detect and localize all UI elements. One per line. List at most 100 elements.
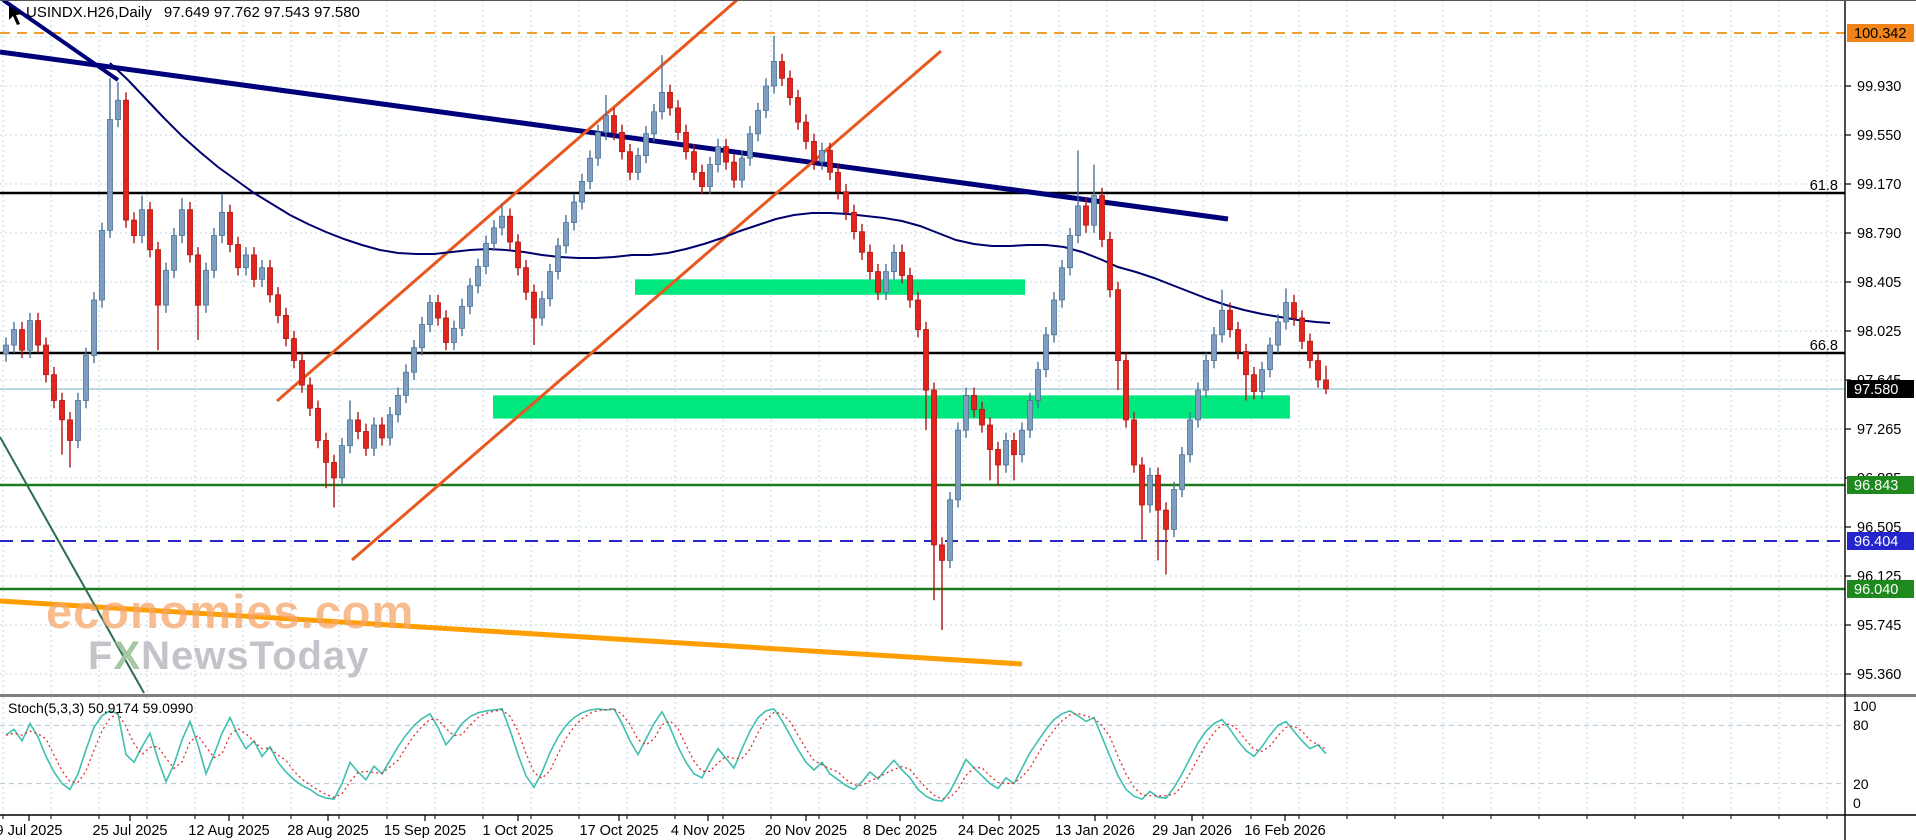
date-label: 20 Nov 2025 — [765, 823, 847, 839]
candle-body — [523, 267, 529, 293]
date-label: 16 Feb 2026 — [1244, 823, 1325, 839]
price-tick-label: 95.360 — [1857, 667, 1901, 683]
channel-up-right-line — [351, 49, 942, 562]
candle-body — [963, 394, 969, 431]
date-label: 8 Dec 2025 — [863, 823, 937, 839]
candle-body — [435, 302, 441, 319]
watermark-brand: economies.com — [46, 585, 415, 638]
candle-body — [899, 251, 905, 276]
candle-body — [283, 314, 289, 339]
candle-body — [1139, 464, 1145, 506]
price-tick-label: 99.170 — [1857, 177, 1901, 193]
candle-body — [1323, 379, 1329, 390]
candle-body — [947, 499, 953, 561]
candle-body — [1195, 389, 1201, 421]
candle-body — [995, 449, 1001, 466]
candle-body — [1315, 360, 1321, 381]
candle-body — [491, 227, 497, 244]
candle-body — [1027, 400, 1033, 431]
candle-body — [1003, 440, 1009, 466]
date-label: 24 Dec 2025 — [958, 823, 1040, 839]
price-flag — [1847, 580, 1914, 598]
candle-body — [659, 92, 665, 113]
price-flag-label: 96.843 — [1854, 478, 1898, 494]
stoch-scale-label: 0 — [1853, 795, 1861, 811]
candle-body — [387, 414, 393, 439]
candle-body — [539, 298, 545, 319]
price-axis[interactable]: 99.93099.55099.17098.79098.40598.02597.6… — [1845, 24, 1914, 683]
corner-downtrend-line — [1, 0, 120, 82]
price-flag-label: 96.404 — [1854, 534, 1898, 550]
candle-body — [643, 133, 649, 156]
candle-body — [603, 115, 609, 133]
candle-body — [171, 235, 177, 271]
price-flag — [1847, 532, 1914, 550]
candle-body — [475, 266, 481, 287]
date-label: 1 Oct 2025 — [483, 823, 554, 839]
candle-body — [779, 61, 785, 79]
candle-body — [707, 164, 713, 187]
candle-body — [419, 324, 425, 349]
fib-label: 61.8 — [1810, 178, 1838, 194]
candle-body — [83, 354, 89, 401]
candles-group — [3, 35, 1329, 630]
steep-green-line — [0, 436, 145, 694]
candle-body — [323, 440, 329, 463]
candle-body — [139, 209, 145, 236]
stoch-scale-label: 80 — [1853, 717, 1869, 733]
candle-body — [1307, 340, 1313, 361]
price-tick-label: 98.405 — [1857, 275, 1901, 291]
candle-body — [587, 157, 593, 182]
date-label: 17 Oct 2025 — [580, 823, 659, 839]
candle-body — [939, 544, 945, 561]
price-tick-label: 98.025 — [1857, 324, 1901, 340]
candle-body — [747, 133, 753, 159]
candle-body — [819, 149, 825, 163]
candle-body — [299, 360, 305, 386]
candle-body — [467, 285, 473, 307]
candle-body — [835, 171, 841, 193]
candle-body — [1067, 235, 1073, 269]
price-flag-label: 96.040 — [1854, 582, 1898, 598]
symbol-period-label: USINDX.H26,Daily — [26, 4, 152, 21]
date-label: 13 Jan 2026 — [1055, 823, 1135, 839]
lower-downtrend-line — [0, 598, 1023, 667]
candle-body — [275, 294, 281, 316]
candle-body — [1059, 267, 1065, 301]
candle-body — [499, 215, 505, 229]
price-band — [635, 279, 1025, 295]
candle-body — [683, 131, 689, 153]
date-label: 29 Jan 2026 — [1152, 823, 1232, 839]
time-axis[interactable]: 9 Jul 2025 25 Jul 2025 12 Aug 2025 28 Aug 2… — [0, 815, 1828, 839]
candle-body — [443, 317, 449, 343]
candle-body — [59, 400, 65, 421]
candle-body — [1043, 334, 1049, 370]
candle-body — [67, 419, 73, 441]
ohlc-values: 97.649 97.762 97.543 97.580 — [163, 4, 360, 21]
price-tick-label: 99.930 — [1857, 79, 1901, 95]
candle-body — [571, 201, 577, 224]
candle-body — [427, 302, 433, 325]
candle-body — [1211, 334, 1217, 361]
candle-body — [1283, 302, 1289, 323]
candle-body — [843, 191, 849, 213]
candle-body — [1259, 369, 1265, 392]
candle-body — [1091, 195, 1097, 226]
candle-body — [531, 291, 537, 319]
candle-body — [203, 269, 209, 306]
candle-body — [515, 241, 521, 269]
candle-body — [955, 429, 961, 501]
candle-body — [131, 219, 137, 237]
candle-body — [99, 229, 105, 301]
candle-body — [795, 97, 801, 123]
date-label: 15 Sep 2025 — [384, 823, 466, 839]
candle-body — [579, 180, 585, 203]
candle-body — [923, 329, 929, 391]
candle-body — [11, 329, 17, 346]
price-tick-label: 98.790 — [1857, 226, 1901, 242]
candle-body — [459, 305, 465, 329]
candle-body — [1275, 321, 1281, 346]
candle-body — [339, 445, 345, 479]
